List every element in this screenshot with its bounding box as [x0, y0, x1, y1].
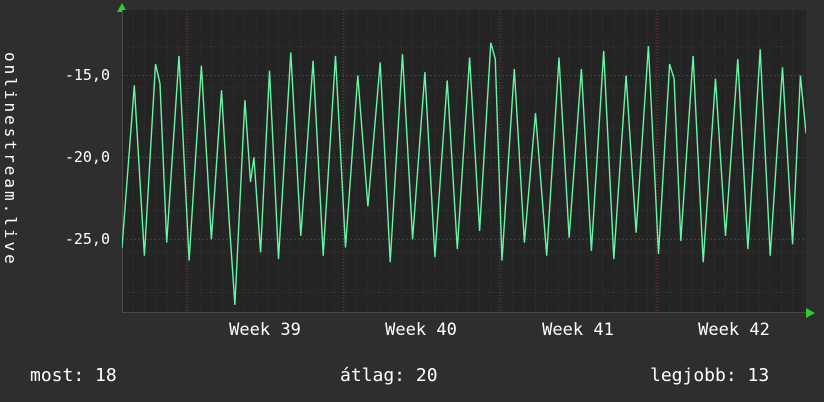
stat-most: most: 18: [30, 365, 117, 386]
y-tick-label-15: -15,0: [64, 66, 110, 84]
chart-plot-area: [122, 10, 806, 313]
x-axis-arrow-icon: [806, 308, 815, 318]
x-tick-week-42: Week 42: [698, 320, 770, 340]
y-tick-label-25: -25,0: [64, 230, 110, 248]
x-tick-week-40: Week 40: [385, 320, 457, 340]
y-axis-arrow-icon: [117, 3, 127, 12]
y-tick-label-20: -20,0: [64, 148, 110, 166]
stat-legjobb: legjobb: 13: [650, 365, 770, 386]
site-vertical-label: onlinestream.live: [1, 52, 20, 267]
stat-atlag: átlag: 20: [340, 365, 438, 386]
x-tick-week-41: Week 41: [542, 320, 614, 340]
x-tick-week-39: Week 39: [229, 320, 301, 340]
